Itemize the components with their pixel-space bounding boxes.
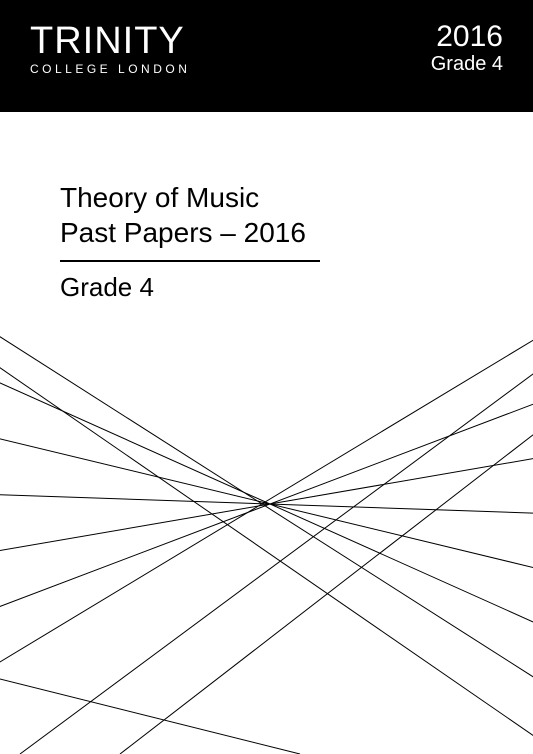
- header-grade: Grade 4: [431, 52, 503, 76]
- title-line-2: Past Papers – 2016: [60, 215, 320, 250]
- logo-main-text: TRINITY: [30, 22, 190, 60]
- title-block: Theory of Music Past Papers – 2016 Grade…: [60, 180, 320, 303]
- cover-line-art: [0, 294, 533, 754]
- logo-sub-text: COLLEGE LONDON: [30, 62, 190, 76]
- title-rule: [60, 260, 320, 262]
- title-grade: Grade 4: [60, 272, 320, 303]
- header-bar: TRINITY COLLEGE LONDON 2016 Grade 4: [0, 0, 533, 112]
- title-line-1: Theory of Music: [60, 180, 320, 215]
- logo-block: TRINITY COLLEGE LONDON: [30, 22, 190, 76]
- header-year: 2016: [431, 22, 503, 52]
- header-right-block: 2016 Grade 4: [431, 22, 503, 76]
